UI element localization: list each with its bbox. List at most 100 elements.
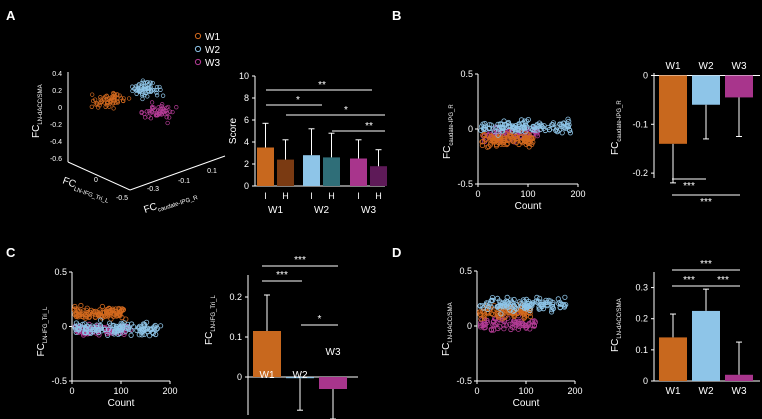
scatter-point-w2 (518, 117, 525, 123)
scatter-point-w3 (96, 332, 102, 338)
scatter3d-point-w1 (96, 105, 101, 110)
scatter-point-w2 (148, 326, 154, 333)
scatter-point-w2 (494, 295, 501, 301)
scatter3d-point-w3 (158, 106, 163, 111)
scatter-point-w2 (147, 333, 153, 339)
bar-d-significance-label: *** (700, 259, 712, 270)
scatter-point-w1 (78, 302, 84, 309)
scatter3d-point-w1 (115, 92, 120, 97)
scatter-point-w1 (111, 311, 118, 318)
scatter-point-w1 (490, 138, 496, 144)
scatter-point-w2 (516, 121, 522, 128)
scatter-point-w2 (90, 327, 96, 333)
scatter-point-w1 (476, 309, 483, 315)
sc-b-ytick-label: -0.5 (457, 179, 473, 189)
scatter-point-w2 (558, 301, 564, 307)
scatter-point-w1 (97, 309, 104, 315)
bar-b-significance-label: *** (700, 197, 712, 208)
scatter3d-point-w3 (150, 110, 155, 115)
bar-d-bar-w2 (692, 310, 720, 381)
scatter-point-w2 (527, 307, 533, 314)
scatter-point-w3 (524, 324, 530, 330)
panel-a-bar-w3-h (370, 166, 387, 186)
scatter-point-w3 (481, 325, 487, 331)
scatter3d-point-w2 (136, 85, 141, 90)
scatter-point-w1 (72, 311, 78, 318)
scatter3d-point-w2 (136, 83, 141, 88)
scatter-point-w2 (102, 326, 108, 333)
scatter3d-point-w3 (167, 115, 172, 120)
scatter3d-point-w1 (99, 99, 105, 104)
panel-a-bar-sublabel: H (375, 191, 382, 201)
scatter-point-w2 (499, 128, 505, 134)
scatter3d-point-w2 (134, 91, 139, 96)
scatter-point-w2 (76, 325, 82, 331)
bar-b-significance-label: *** (683, 181, 695, 192)
scatter-point-w1 (103, 308, 109, 314)
sc-c-ylabel-sub: LN-IFG_Tri_L (43, 306, 49, 343)
scatter-point-w2 (567, 127, 573, 133)
panel-a-x-axis (67, 161, 131, 191)
scatter-point-w2 (144, 319, 150, 325)
scatter-point-w1 (510, 138, 516, 144)
scatter-point-w1 (490, 311, 496, 317)
scatter-point-w2 (495, 132, 501, 138)
sc-d-ylabel-main: FC (441, 343, 452, 356)
panel-a-bar-ytick-label: 10 (239, 71, 249, 81)
scatter-point-w1 (528, 136, 534, 142)
panel-a-bar-ylabel: Score (228, 118, 239, 145)
scatter3d-point-w3 (163, 108, 168, 114)
scatter-point-w3 (519, 320, 526, 327)
bar-b-ytick-label: -0.1 (632, 119, 648, 129)
scatter3d-point-w3 (170, 109, 175, 115)
scatter-point-w2 (489, 297, 496, 303)
panel-a-significance-label: ** (318, 80, 326, 91)
panel-a-bar-ytick-label: 8 (244, 93, 249, 103)
panel-letter-b: B (392, 8, 401, 23)
scatter3d-point-w3 (142, 115, 148, 120)
scatter-point-w3 (531, 322, 538, 328)
panel-letter-a: A (6, 8, 16, 23)
scatter3d-point-w1 (120, 98, 126, 103)
bar-d-ytick-label: 0.1 (635, 345, 648, 355)
panel-a-z-label-main: FC (31, 125, 42, 138)
scatter-point-w2 (522, 120, 529, 126)
scatter-point-w1 (119, 306, 125, 312)
scatter-point-w2 (560, 301, 567, 308)
scatter-point-w2 (509, 128, 516, 134)
panel-a-3d-points (89, 78, 179, 126)
scatter3d-point-w2 (146, 85, 152, 91)
sc-d-xtick-label: 200 (567, 386, 582, 396)
bar-d-ytick-label: 0 (643, 376, 648, 386)
scatter-point-w2 (81, 329, 88, 335)
panel-a-bar-ytick-label: 6 (244, 115, 249, 125)
scatter-point-w2 (549, 304, 555, 310)
scatter-point-w2 (502, 299, 508, 305)
scatter-point-w2 (536, 120, 543, 126)
scatter-point-w3 (488, 327, 495, 333)
scatter-point-w3 (497, 317, 503, 323)
sc-b-xtick-label: 0 (475, 189, 480, 199)
scatter3d-point-w1 (98, 95, 103, 100)
scatter-point-w3 (534, 133, 541, 139)
sc-c-ytick-label: -0.5 (51, 376, 67, 386)
scatter-point-w2 (498, 124, 505, 131)
scatter-point-w2 (539, 301, 545, 307)
scatter3d-point-w3 (165, 120, 170, 126)
bar-b-bar-w1 (659, 75, 687, 144)
scatter-point-w1 (493, 143, 500, 149)
legend-w1-marker (194, 32, 202, 40)
scatter-point-w1 (102, 313, 108, 319)
scatter-point-w3 (515, 326, 522, 332)
scatter-point-w1 (481, 310, 487, 316)
sc-d-ytick-label: 0.5 (459, 266, 472, 276)
scatter-point-w1 (72, 306, 78, 312)
scatter3d-point-w1 (94, 101, 100, 106)
scatter-point-w2 (492, 124, 498, 130)
bar-c-significance-label: *** (294, 255, 306, 266)
scatter-point-w1 (486, 144, 492, 150)
panel-a-bar-ytick-label: 4 (244, 137, 249, 147)
sc-b-ylabel-main: FC (442, 146, 453, 159)
